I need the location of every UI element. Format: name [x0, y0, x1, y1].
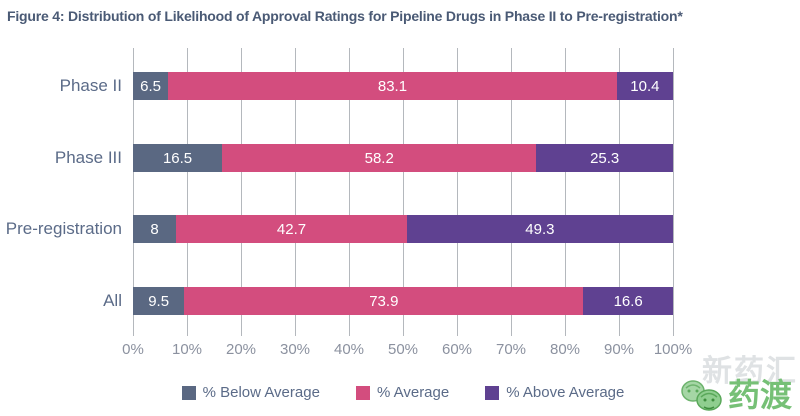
gridline: [565, 48, 566, 336]
x-axis-tick-label: 10%: [171, 341, 203, 358]
legend-swatch-icon: [485, 385, 500, 400]
bar-segment-average: 83.1: [168, 72, 617, 100]
legend-item: % Above Average: [485, 384, 624, 401]
bar-segment-average: 42.7: [176, 215, 407, 243]
x-axis-tick-label: 100%: [653, 341, 693, 358]
gridline: [619, 48, 620, 336]
gridline: [673, 48, 674, 336]
legend-swatch-icon: [355, 385, 370, 400]
bar-row: 6.5 83.1 10.4: [133, 72, 673, 100]
x-axis-tick-label: 20%: [225, 341, 257, 358]
x-axis-tick-label: 70%: [495, 341, 527, 358]
bar-segment-below-average: 16.5: [133, 144, 223, 172]
legend-label: % Below Average: [202, 384, 320, 401]
x-axis-tick-label: 0%: [122, 341, 144, 358]
legend-swatch-icon: [181, 385, 196, 400]
bar-segment-above-average: 16.6: [583, 287, 673, 315]
gridline: [457, 48, 458, 336]
bar-segment-below-average: 6.5: [133, 72, 169, 100]
category-label: Phase II: [59, 76, 122, 95]
x-axis-tick-label: 30%: [279, 341, 311, 358]
chart-title: Figure 4: Distribution of Likelihood of …: [7, 8, 683, 24]
legend-item: % Below Average: [181, 384, 320, 401]
gridline: [187, 48, 188, 336]
chart-legend: % Below Average % Average % Above Average: [133, 384, 673, 401]
bar-segment-above-average: 49.3: [406, 215, 673, 243]
leaf-logo-icon: [681, 380, 722, 411]
category-label: Phase III: [54, 148, 122, 167]
watermark-ghost-text: 新药汇: [702, 355, 798, 388]
x-axis-tick-label: 50%: [387, 341, 419, 358]
x-axis-tick-label: 80%: [549, 341, 581, 358]
legend-item: % Average: [355, 384, 450, 401]
gridline: [511, 48, 512, 336]
legend-label: % Average: [376, 384, 450, 401]
bar-segment-average: 73.9: [184, 287, 584, 315]
bar-segment-average: 58.2: [222, 144, 537, 172]
legend-label: % Above Average: [506, 384, 625, 401]
gridline: [295, 48, 296, 336]
bar-segment-below-average: 9.5: [133, 287, 185, 315]
watermark: 新药汇 药渡: [680, 350, 798, 414]
watermark-logo-text: 药渡: [728, 377, 793, 413]
bar-segment-above-average: 10.4: [616, 72, 673, 100]
bar-segment-above-average: 25.3: [536, 144, 673, 172]
bar-row: 9.5 73.9 16.6: [133, 287, 673, 315]
category-label: All: [103, 291, 122, 310]
bar-row: 16.5 58.2 25.3: [133, 144, 673, 172]
gridline: [403, 48, 404, 336]
gridline: [349, 48, 350, 336]
x-axis-tick-label: 90%: [603, 341, 635, 358]
x-axis-tick-label: 60%: [441, 341, 473, 358]
x-axis-tick-label: 40%: [333, 341, 365, 358]
category-label: Pre-registration: [5, 219, 122, 238]
bar-segment-below-average: 8: [133, 215, 177, 243]
gridline: [133, 48, 134, 336]
watermark-logo: 药渡: [680, 378, 792, 412]
gridline: [241, 48, 242, 336]
bar-row: 8 42.7 49.3: [133, 215, 673, 243]
